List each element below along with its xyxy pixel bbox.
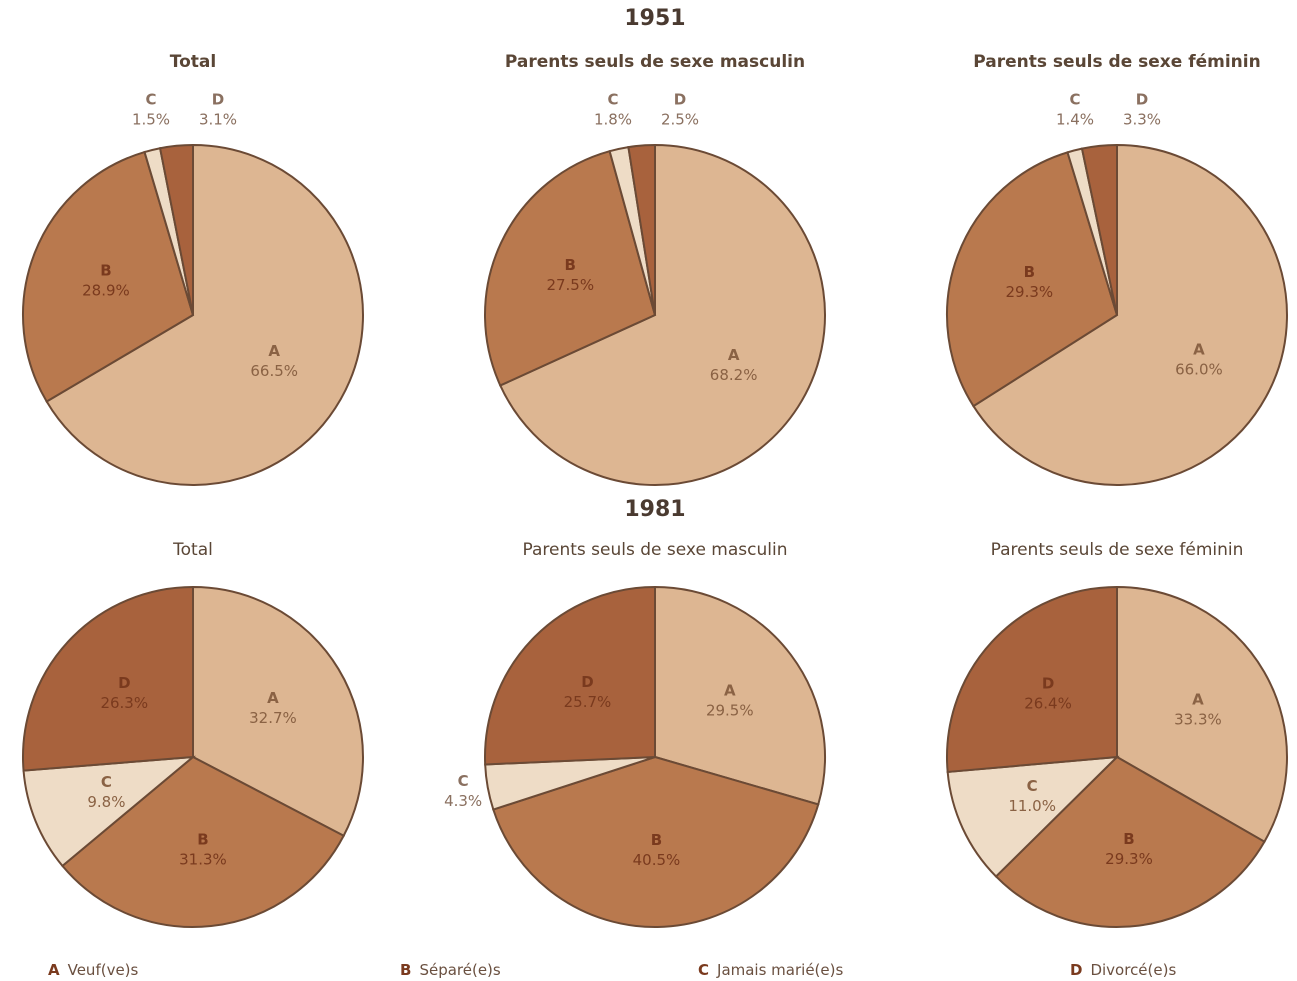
slice-value: 25.7% [564,693,612,711]
legend-item: B Séparé(e)s [400,961,501,979]
slice-label: B [1123,830,1134,848]
legend-key: B [400,961,411,979]
legend-item: D Divorcé(e)s [1070,961,1176,979]
slice-label: C [607,91,618,109]
slice-value: 1.5% [132,111,170,129]
slice-label: A [1192,691,1204,709]
slice-label: C [145,91,156,109]
slice-value: 28.9% [82,281,130,299]
pie-slice [22,585,194,772]
pie-slice [45,143,364,486]
slice-label: D [212,91,224,109]
slice-label: C [101,773,112,791]
pie-slice [22,150,195,403]
legend-key: A [48,961,60,979]
legend-label: Jamais marié(e)s [716,961,843,979]
legend-item: A Veuf(ve)s [48,961,139,979]
legend-key: C [698,961,709,979]
pie-slice [61,755,346,928]
slice-value: 33.3% [1174,711,1222,729]
pie-slice [946,585,1118,774]
pie-slice [484,149,657,387]
slice-label: D [1136,91,1148,109]
slice-value: 2.5% [661,111,699,129]
slice-label: B [197,830,208,848]
pie-slice [627,143,656,316]
slice-label: C [1027,777,1038,795]
slice-label: B [1024,263,1035,281]
slice-label: D [1042,674,1054,692]
pie-slice [498,143,826,486]
pie-title: Total [172,540,213,560]
slice-value: 11.0% [1008,797,1056,815]
slice-label: A [724,681,736,699]
slice-label: B [565,256,576,274]
slice-value: 4.3% [444,792,482,810]
section-title: 1981 [624,497,685,522]
slice-value: 29.5% [706,701,754,719]
slice-value: 29.3% [1006,283,1054,301]
pie-slice [1080,143,1118,316]
pie-title: Total [170,52,216,72]
pie-slice [492,755,820,928]
pie-slice [484,585,656,766]
slice-label: C [1069,91,1080,109]
pie-slice [654,585,826,806]
pie-title: Parents seuls de sexe féminin [991,540,1244,560]
slice-value: 29.3% [1105,850,1153,868]
pie-slice [946,151,1119,408]
slice-value: 3.3% [1123,111,1161,129]
slice-value: 66.0% [1175,361,1223,379]
slice-label: A [267,689,279,707]
slice-value: 3.1% [199,111,237,129]
slice-label: A [728,346,740,364]
slice-label: B [100,261,111,279]
slice-value: 26.3% [100,694,148,712]
pie-slice [972,143,1288,486]
pie-slice [158,143,194,316]
slice-value: 32.7% [249,709,297,727]
legend-label: Séparé(e)s [419,961,500,979]
pie-title: Parents seuls de sexe masculin [522,540,787,560]
slice-value: 68.2% [710,366,758,384]
legend-item: C Jamais marié(e)s [698,961,843,979]
slice-value: 40.5% [633,851,681,869]
slice-label: B [651,831,662,849]
slice-value: 26.4% [1024,694,1072,712]
slice-label: A [1193,341,1205,359]
slice-value: 9.8% [87,793,125,811]
slice-label: A [268,342,280,360]
slice-value: 31.3% [179,850,227,868]
pie-slice [22,755,197,868]
pie-slice [192,585,364,838]
pie-slice [946,755,1120,878]
pie-title: Parents seuls de sexe féminin [973,52,1260,72]
pie-title: Parents seuls de sexe masculin [505,52,805,72]
slice-label: D [118,674,130,692]
legend-label: Divorcé(e)s [1090,961,1176,979]
slice-label: C [458,772,469,790]
pie-slice [994,755,1266,928]
slice-value: 1.8% [594,111,632,129]
slice-value: 27.5% [546,276,594,294]
slice-value: 66.5% [250,362,298,380]
pie-slice [1116,585,1288,844]
slice-value: 1.4% [1056,111,1094,129]
section-title: 1951 [624,6,685,31]
slice-label: D [674,91,686,109]
slice-label: D [581,673,593,691]
legend-key: D [1070,961,1082,979]
legend-label: Veuf(ve)s [68,961,139,979]
